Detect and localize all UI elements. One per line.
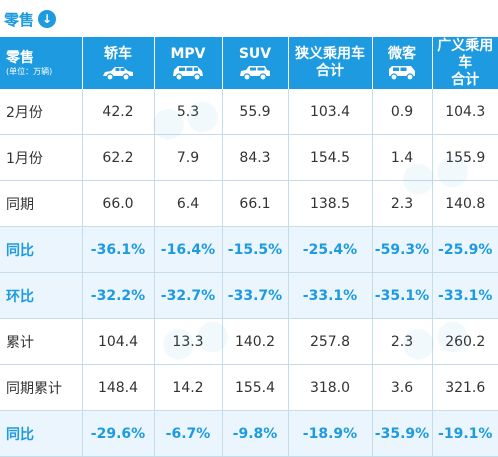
section-title-text: 零售 xyxy=(4,10,35,29)
header-broad-line2: 合计 xyxy=(451,71,480,88)
sedan-icon xyxy=(103,66,133,81)
table-row-mom: 环比 -32.2% -32.7% -33.7% -33.1% -35.1% -3… xyxy=(0,272,498,319)
header-narrow-line2: 合计 xyxy=(316,63,344,79)
header-narrow-total: 狭义乘用车 合计 xyxy=(288,37,373,89)
header-mpv: MPV xyxy=(154,37,223,89)
table-cell: 318.0 xyxy=(288,364,373,411)
table-cell: -33.1% xyxy=(432,272,498,319)
table-cell: -18.9% xyxy=(288,410,373,457)
header-row-label: 零售 (单位：万辆) xyxy=(0,37,83,89)
table-cell: 6.4 xyxy=(154,180,223,227)
table-cell: 140.8 xyxy=(432,180,498,227)
table-row-same-period-cumulative: 同期累计 148.4 14.2 155.4 318.0 3.6 321.6 xyxy=(0,364,498,411)
header-minivan-label: 微客 xyxy=(388,45,416,62)
table-cell: 104.3 xyxy=(432,89,498,135)
minivan-icon xyxy=(389,65,415,81)
table-cell: 55.9 xyxy=(222,89,289,135)
table-cell: -15.5% xyxy=(222,226,289,273)
table-cell: -36.1% xyxy=(82,226,155,273)
table-row-cumulative-yoy: 同比 -29.6% -6.7% -9.8% -18.9% -35.9% -19.… xyxy=(0,410,498,457)
table-cell: -6.7% xyxy=(154,410,223,457)
table-cell: -32.7% xyxy=(154,272,223,319)
header-sedan: 轿车 xyxy=(82,37,155,89)
table-cell: 66.1 xyxy=(222,180,289,227)
row-label: 累计 xyxy=(0,318,83,365)
table-cell: 148.4 xyxy=(82,364,155,411)
table-cell: 154.5 xyxy=(288,134,373,181)
table-cell: 13.3 xyxy=(154,318,223,365)
table-cell: 103.4 xyxy=(288,89,373,135)
table-cell: 66.0 xyxy=(82,180,155,227)
row-label: 2月份 xyxy=(0,89,83,135)
table-row-yoy: 同比 -36.1% -16.4% -15.5% -25.4% -59.3% -2… xyxy=(0,226,498,273)
table-cell: 155.9 xyxy=(432,134,498,181)
table-cell: -9.8% xyxy=(222,410,289,457)
table-cell: -25.9% xyxy=(432,226,498,273)
table-cell: -59.3% xyxy=(372,226,433,273)
suv-icon xyxy=(240,65,270,81)
table-cell: -16.4% xyxy=(154,226,223,273)
row-label: 1月份 xyxy=(0,134,83,181)
table-cell: -25.4% xyxy=(288,226,373,273)
header-title: 零售 xyxy=(6,49,34,66)
mpv-icon xyxy=(173,65,203,81)
table-cell: -33.1% xyxy=(288,272,373,319)
table-cell: 2.3 xyxy=(372,180,433,227)
table-cell: -33.7% xyxy=(222,272,289,319)
table-row-jan: 1月份 62.2 7.9 84.3 154.5 1.4 155.9 xyxy=(0,134,498,181)
table-cell: 321.6 xyxy=(432,364,498,411)
table-cell: 14.2 xyxy=(154,364,223,411)
row-label: 环比 xyxy=(0,272,83,319)
table-cell: 84.3 xyxy=(222,134,289,181)
table-cell: 0.9 xyxy=(372,89,433,135)
table-cell: 155.4 xyxy=(222,364,289,411)
header-broad-total: 广义乘用车 合计 xyxy=(432,37,498,89)
row-label: 同比 xyxy=(0,410,83,457)
table-cell: 140.2 xyxy=(222,318,289,365)
table-cell: 5.3 xyxy=(154,89,223,135)
row-label: 同期累计 xyxy=(0,364,83,411)
table-cell: 42.2 xyxy=(82,89,155,135)
table-cell: 104.4 xyxy=(82,318,155,365)
table-cell: 7.9 xyxy=(154,134,223,181)
row-label: 同比 xyxy=(0,226,83,273)
table-cell: 3.6 xyxy=(372,364,433,411)
retail-sales-table: 零售 (单位：万辆) 轿车 MPV xyxy=(0,37,498,457)
unit-label: (单位：万辆) xyxy=(6,66,53,76)
table-cell: 138.5 xyxy=(288,180,373,227)
header-suv-label: SUV xyxy=(238,45,272,62)
arrow-down-icon: ↓ xyxy=(38,10,57,28)
header-minivan: 微客 xyxy=(372,37,433,89)
table-cell: 257.8 xyxy=(288,318,373,365)
header-suv: SUV xyxy=(222,37,289,89)
table-cell: -35.1% xyxy=(372,272,433,319)
header-narrow-line1: 狭义乘用车 xyxy=(295,46,365,62)
table-row-feb: 2月份 42.2 5.3 55.9 103.4 0.9 104.3 xyxy=(0,89,498,135)
section-title: 零售 ↓ xyxy=(4,8,57,30)
table-cell: -32.2% xyxy=(82,272,155,319)
table-header-row: 零售 (单位：万辆) 轿车 MPV xyxy=(0,37,498,89)
header-sedan-label: 轿车 xyxy=(104,45,132,62)
table-cell: -19.1% xyxy=(432,410,498,457)
table-cell: 2.3 xyxy=(372,318,433,365)
table-row-cumulative: 累计 104.4 13.3 140.2 257.8 2.3 260.2 xyxy=(0,318,498,365)
table-cell: -29.6% xyxy=(82,410,155,457)
table-cell: 62.2 xyxy=(82,134,155,181)
row-label: 同期 xyxy=(0,180,83,227)
table-cell: 260.2 xyxy=(432,318,498,365)
header-mpv-label: MPV xyxy=(170,45,206,62)
table-row-same-period: 同期 66.0 6.4 66.1 138.5 2.3 140.8 xyxy=(0,180,498,227)
header-broad-line1: 广义乘用车 xyxy=(437,37,494,71)
table-cell: 1.4 xyxy=(372,134,433,181)
table-cell: -35.9% xyxy=(372,410,433,457)
